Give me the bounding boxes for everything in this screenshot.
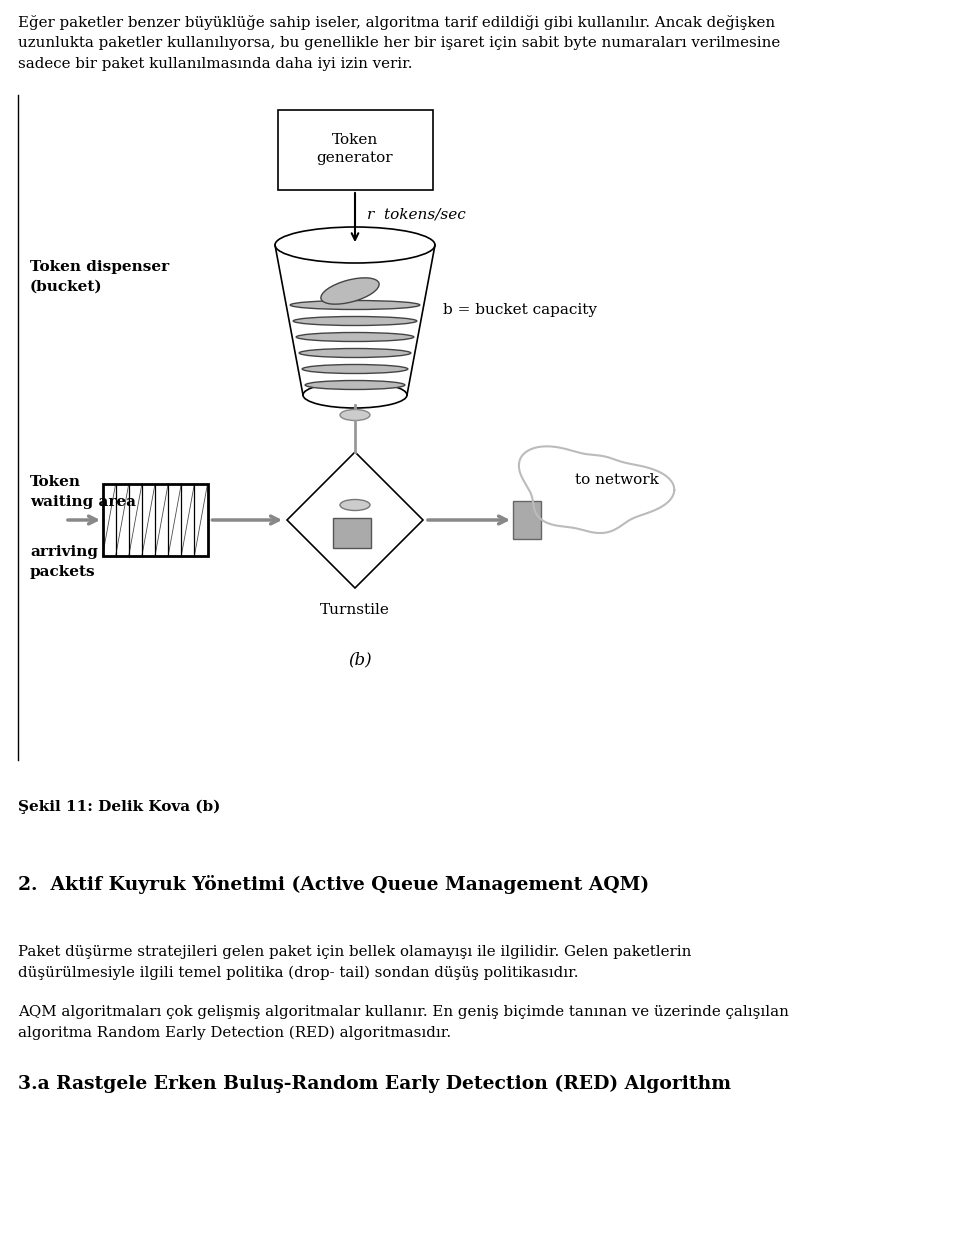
Ellipse shape bbox=[290, 301, 420, 309]
Bar bbox=[513, 501, 541, 538]
Text: (bucket): (bucket) bbox=[30, 281, 103, 294]
Bar bbox=[333, 518, 371, 548]
Text: algoritma Random Early Detection (RED) algoritmasıdır.: algoritma Random Early Detection (RED) a… bbox=[18, 1027, 451, 1040]
Text: 3.a Rastgele Erken Buluş-Random Early Detection (RED) Algorithm: 3.a Rastgele Erken Buluş-Random Early De… bbox=[18, 1076, 731, 1093]
Text: Şekil 11: Delik Kova (b): Şekil 11: Delik Kova (b) bbox=[18, 800, 221, 814]
Text: Eğer paketler benzer büyüklüğe sahip iseler, algoritma tarif edildiği gibi kulla: Eğer paketler benzer büyüklüğe sahip ise… bbox=[18, 15, 775, 30]
Text: b = bucket capacity: b = bucket capacity bbox=[443, 303, 597, 317]
Text: Turnstile: Turnstile bbox=[320, 603, 390, 616]
Text: sadece bir paket kullanılmasında daha iyi izin verir.: sadece bir paket kullanılmasında daha iy… bbox=[18, 57, 413, 70]
Text: AQM algoritmaları çok gelişmiş algoritmalar kullanır. En geniş biçimde tanınan v: AQM algoritmaları çok gelişmiş algoritma… bbox=[18, 1005, 789, 1019]
Text: Token dispenser: Token dispenser bbox=[30, 260, 169, 274]
Ellipse shape bbox=[340, 410, 370, 420]
Ellipse shape bbox=[305, 380, 405, 390]
Text: Token: Token bbox=[30, 476, 81, 489]
Ellipse shape bbox=[297, 332, 414, 341]
Ellipse shape bbox=[293, 317, 417, 326]
Ellipse shape bbox=[340, 499, 370, 511]
Polygon shape bbox=[287, 452, 423, 587]
Ellipse shape bbox=[321, 278, 379, 304]
Bar bbox=[103, 484, 207, 556]
Text: r  tokens/sec: r tokens/sec bbox=[367, 208, 466, 221]
Ellipse shape bbox=[300, 348, 411, 357]
Text: (b): (b) bbox=[348, 652, 372, 668]
Text: uzunlukta paketler kullanılıyorsa, bu genellikle her bir işaret için sabit byte : uzunlukta paketler kullanılıyorsa, bu ge… bbox=[18, 36, 780, 50]
Text: packets: packets bbox=[30, 565, 96, 579]
Text: to network: to network bbox=[575, 473, 659, 487]
Ellipse shape bbox=[275, 226, 435, 263]
Text: Token: Token bbox=[332, 133, 378, 147]
Text: arriving: arriving bbox=[30, 545, 98, 559]
Text: 2.  Aktif Kuyruk Yönetimi (Active Queue Management AQM): 2. Aktif Kuyruk Yönetimi (Active Queue M… bbox=[18, 876, 649, 894]
Ellipse shape bbox=[302, 365, 408, 374]
Text: Paket düşürme stratejileri gelen paket için bellek olamayışı ile ilgilidir. Gele: Paket düşürme stratejileri gelen paket i… bbox=[18, 945, 691, 959]
Text: generator: generator bbox=[317, 151, 394, 165]
Text: düşürülmesiyle ilgili temel politika (drop- tail) sondan düşüş politikasıdır.: düşürülmesiyle ilgili temel politika (dr… bbox=[18, 966, 579, 980]
Bar bbox=[277, 109, 433, 190]
Ellipse shape bbox=[303, 382, 407, 408]
Text: waiting area: waiting area bbox=[30, 494, 136, 509]
